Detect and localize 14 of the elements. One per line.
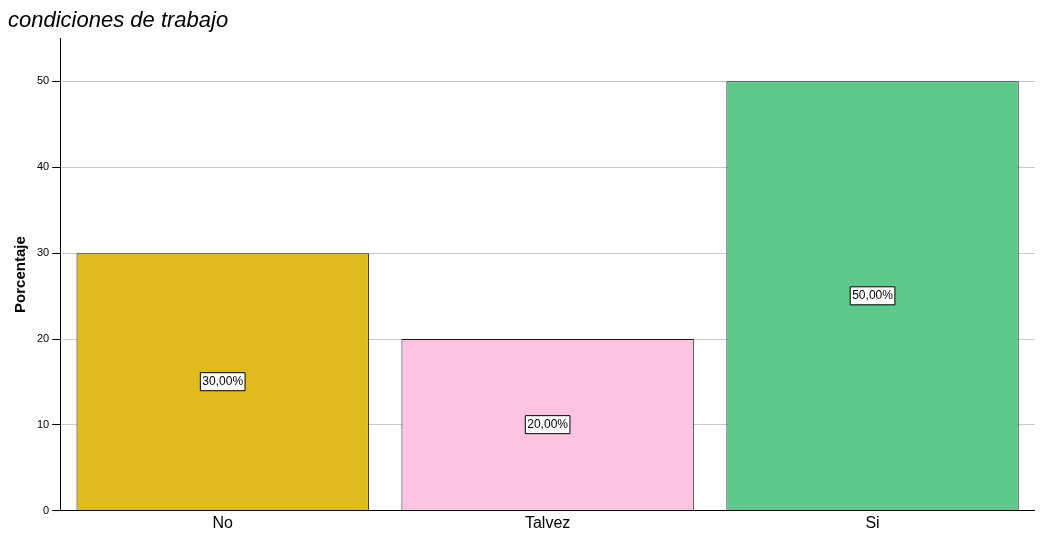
y-tick-label: 10 bbox=[36, 417, 50, 430]
y-tick-label: 50 bbox=[36, 74, 50, 87]
y-tick-label: 0 bbox=[43, 503, 50, 516]
y-axis-title: Porcentaje bbox=[11, 236, 29, 313]
y-tick-label: 30 bbox=[36, 246, 50, 259]
chart-title: condiciones de trabajo bbox=[8, 7, 229, 33]
data-label: 50,00% bbox=[852, 288, 894, 303]
x-tick-label: Si bbox=[865, 513, 880, 531]
data-label: 30,00% bbox=[202, 374, 244, 389]
data-label: 20,00% bbox=[527, 416, 569, 431]
y-tick-label: 40 bbox=[36, 160, 50, 173]
x-tick-label: Talvez bbox=[524, 513, 571, 531]
x-tick-label: No bbox=[212, 513, 234, 531]
y-tick-label: 20 bbox=[36, 332, 50, 345]
